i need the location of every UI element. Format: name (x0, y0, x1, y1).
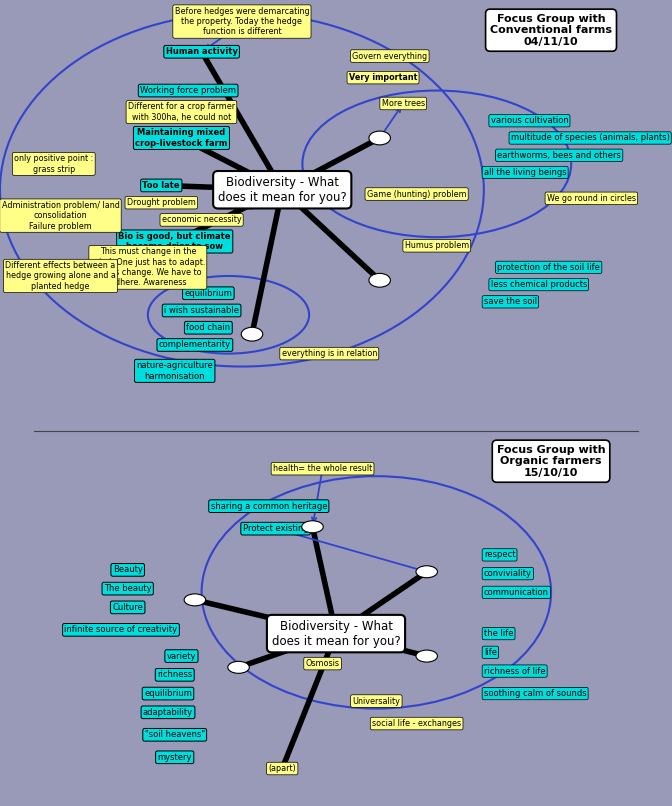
Text: adaptability: adaptability (143, 708, 193, 717)
Text: equilibrium: equilibrium (184, 289, 233, 297)
Circle shape (416, 650, 437, 662)
Text: More trees: More trees (382, 99, 425, 108)
Text: sharing a common heritage: sharing a common heritage (210, 501, 327, 511)
Text: Osmosis: Osmosis (306, 659, 339, 668)
Text: health= the whole result: health= the whole result (273, 464, 372, 473)
Text: Before hedges were demarcating
the property. Today the hedge
function is differe: Before hedges were demarcating the prope… (175, 6, 309, 36)
Circle shape (228, 662, 249, 673)
Text: save the soil: save the soil (484, 297, 537, 306)
Text: i wish sustainable: i wish sustainable (164, 306, 239, 315)
Text: Different for a crop farmer
with 300ha, he could not: Different for a crop farmer with 300ha, … (128, 102, 235, 122)
Text: The beauty: The beauty (104, 584, 151, 593)
Text: respect: respect (484, 550, 515, 559)
Text: This must change in the
mind. One just has to adapt.
Things change. We have to
a: This must change in the mind. One just h… (91, 247, 205, 288)
Text: Focus Group with
Organic farmers
15/10/10: Focus Group with Organic farmers 15/10/1… (497, 445, 605, 478)
Text: various cultivation: various cultivation (491, 116, 569, 125)
Text: Drought problem: Drought problem (127, 198, 196, 207)
Text: social life - exchanges: social life - exchanges (372, 719, 461, 728)
Text: all the living beings: all the living beings (484, 168, 566, 177)
Text: Game (hunting) problem: Game (hunting) problem (367, 189, 466, 198)
Text: Bio is good, but climate
become drier to sow: Bio is good, but climate become drier to… (118, 232, 231, 251)
Text: Maintaining mixed
crop-livestock farm: Maintaining mixed crop-livestock farm (135, 128, 228, 147)
Text: soothing calm of sounds: soothing calm of sounds (484, 689, 587, 698)
Circle shape (184, 594, 206, 606)
Text: food chain: food chain (186, 323, 230, 332)
Text: "Trendy": "Trendy" (218, 198, 252, 207)
Text: Govern everything: Govern everything (352, 52, 427, 60)
Text: communication: communication (484, 588, 549, 597)
Text: complementarity: complementarity (159, 340, 231, 350)
Text: Administration problem/ land
consolidation
Failure problem: Administration problem/ land consolidati… (1, 201, 120, 231)
Text: multitude of species (animals, plants): multitude of species (animals, plants) (511, 134, 669, 143)
Text: economic necessity: economic necessity (162, 215, 241, 224)
Text: Humus problem: Humus problem (405, 241, 469, 251)
Text: Focus Group with
Conventional farms
04/11/10: Focus Group with Conventional farms 04/1… (490, 14, 612, 47)
Text: equilibrium: equilibrium (144, 689, 192, 698)
Text: infinite source of creativity: infinite source of creativity (65, 625, 177, 634)
Text: only positive point :
grass strip: only positive point : grass strip (14, 154, 93, 173)
Text: variety: variety (167, 651, 196, 661)
Text: Human activity: Human activity (166, 48, 237, 56)
Text: Too late: Too late (142, 181, 180, 190)
Text: (apart): (apart) (268, 764, 296, 773)
Circle shape (369, 131, 390, 145)
Text: protection of the soil life: protection of the soil life (497, 263, 600, 272)
Text: We go round in circles: We go round in circles (547, 194, 636, 203)
Text: "soil heavens": "soil heavens" (144, 730, 205, 739)
Circle shape (369, 273, 390, 287)
Circle shape (302, 521, 323, 533)
Text: richness: richness (157, 671, 192, 679)
Text: Protect existing: Protect existing (243, 524, 308, 533)
Text: Universality: Universality (352, 696, 401, 705)
Text: less chemical products: less chemical products (491, 280, 587, 289)
Text: Working force problem: Working force problem (140, 86, 236, 95)
Text: life: life (484, 648, 497, 657)
Text: mystery: mystery (157, 753, 192, 762)
Text: conviviality: conviviality (484, 569, 532, 578)
Text: Culture: Culture (112, 603, 143, 612)
Text: nature-agriculture
harmonisation: nature-agriculture harmonisation (136, 361, 213, 380)
Text: Different effects between a
hedge growing alone and a
planted hedge: Different effects between a hedge growin… (5, 261, 116, 291)
Text: the life: the life (484, 629, 513, 638)
Text: richness of life: richness of life (484, 667, 546, 675)
Text: Biodiversity - What
does it mean for you?: Biodiversity - What does it mean for you… (271, 620, 401, 647)
Text: Beauty: Beauty (113, 565, 142, 575)
Circle shape (241, 327, 263, 341)
Text: Very important: Very important (349, 73, 417, 82)
Circle shape (416, 566, 437, 578)
Text: Biodiversity - What
does it mean for you?: Biodiversity - What does it mean for you… (218, 176, 347, 204)
Text: everything is in relation: everything is in relation (282, 349, 377, 358)
Text: earthworms, bees and others: earthworms, bees and others (497, 151, 621, 160)
